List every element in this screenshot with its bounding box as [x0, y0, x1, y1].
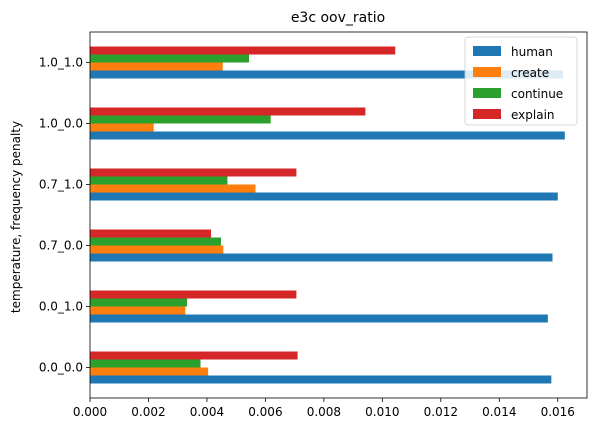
legend-label-continue: continue [511, 87, 563, 101]
x-tick-label: 0.012 [424, 405, 458, 419]
y-tick-label: 0.7_1.0 [39, 178, 83, 192]
x-tick-label: 0.006 [248, 405, 282, 419]
bar-continue-0.0_0.0 [90, 359, 201, 368]
bars-group [90, 46, 565, 384]
bar-continue-0.0_1.0 [90, 298, 188, 307]
y-axis-label: temperature, frequency penalty [9, 121, 23, 313]
chart-title: e3c oov_ratio [291, 10, 385, 26]
legend-swatch-continue [473, 88, 501, 98]
x-tick-label: 0.010 [365, 405, 399, 419]
bar-human-0.7_1.0 [90, 192, 558, 201]
bar-create-0.7_1.0 [90, 184, 256, 193]
bar-create-1.0_1.0 [90, 62, 223, 71]
x-tick-label: 0.014 [482, 405, 516, 419]
bar-continue-0.7_1.0 [90, 176, 228, 185]
plot-frame [89, 31, 588, 399]
bar-create-0.0_0.0 [90, 367, 209, 376]
bar-explain-0.0_1.0 [90, 290, 297, 299]
y-tick-label: 0.0_0.0 [39, 361, 83, 375]
bar-human-0.7_0.0 [90, 253, 553, 262]
bar-human-0.0_0.0 [90, 375, 552, 384]
legend-swatch-create [473, 67, 501, 77]
x-tick-label: 0.004 [190, 405, 224, 419]
legend-label-explain: explain [511, 108, 555, 122]
bar-explain-1.0_0.0 [90, 107, 366, 116]
legend-swatch-human [473, 46, 501, 56]
x-tick-label: 0.008 [307, 405, 341, 419]
bar-explain-0.7_0.0 [90, 229, 212, 238]
y-tick-label: 0.7_0.0 [39, 239, 83, 253]
bar-explain-1.0_1.0 [90, 46, 396, 55]
y-tick-label: 0.0_1.0 [39, 300, 83, 314]
legend-label-create: create [511, 66, 549, 80]
y-tick-label: 1.0_0.0 [39, 117, 83, 131]
legend-label-human: human [511, 45, 553, 59]
bar-human-1.0_1.0 [90, 70, 564, 79]
x-tick-label: 0.016 [541, 405, 575, 419]
bar-human-1.0_0.0 [90, 131, 565, 140]
bar-create-0.7_0.0 [90, 245, 224, 254]
bar-human-0.0_1.0 [90, 314, 548, 323]
x-tick-label: 0.002 [131, 405, 165, 419]
bar-create-0.0_1.0 [90, 306, 186, 315]
x-tick-label: 0.000 [73, 405, 107, 419]
bar-continue-1.0_0.0 [90, 115, 271, 124]
bar-continue-0.7_0.0 [90, 237, 221, 246]
bar-explain-0.0_0.0 [90, 351, 298, 360]
axes-group: 0.0_0.0 0.0_1.0 0.7_0.0 0.7_1.0 1.0_0.0 1.0_1… [39, 31, 588, 419]
y-tick-label: 1.0_1.0 [39, 56, 83, 70]
legend-box [464, 36, 578, 126]
bar-create-1.0_0.0 [90, 123, 154, 132]
legend-swatch-explain [473, 109, 501, 119]
legend: human create continue explain [464, 36, 578, 126]
bar-continue-1.0_1.0 [90, 54, 250, 63]
bar-explain-0.7_1.0 [90, 168, 297, 177]
